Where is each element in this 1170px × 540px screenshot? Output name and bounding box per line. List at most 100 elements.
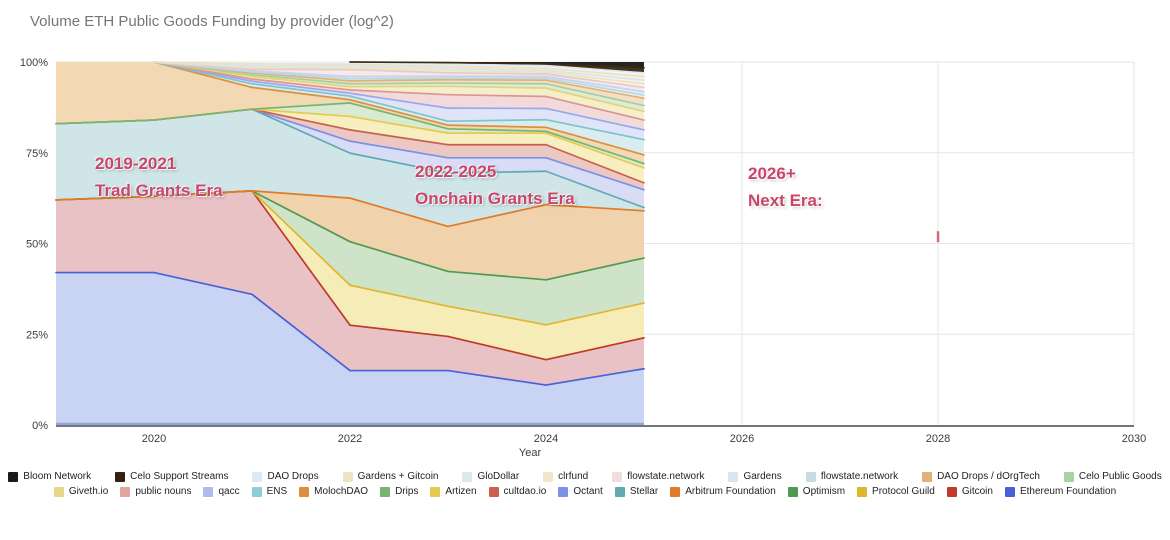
legend-label: DAO Drops [267, 471, 319, 482]
legend-item-gitcoin[interactable]: Gitcoin [946, 486, 993, 497]
y-tick-100: 100% [20, 57, 48, 69]
x-tick-2020: 2020 [142, 433, 166, 445]
legend-item-cultdao-io[interactable]: cultdao.io [488, 486, 547, 497]
stacked-area-chart[interactable]: 0% 25% 50% 75% 100% 2020 2022 2024 2026 2028 2030 Y… [0, 0, 1170, 465]
series-area-optimism[interactable] [56, 190, 644, 325]
legend-label: Gardens [743, 471, 782, 482]
legend-label: flowstate.network [820, 471, 899, 482]
legend-swatch [922, 471, 933, 482]
legend-label: Gardens + Gitcoin [357, 471, 439, 482]
series-area-arbitrum-foundation[interactable] [56, 190, 644, 280]
era-annotation-1: 2019-2021 Trad Grants Era [95, 150, 223, 204]
legend-item-ethereum-foundation[interactable]: Ethereum Foundation [1004, 486, 1116, 497]
legend-label: qacc [218, 486, 240, 497]
series-area-ethereum-foundation[interactable] [56, 272, 644, 425]
chart-legend: Bloom Network Celo Support Streams DAO Dro… [0, 469, 1170, 499]
x-tick-2026: 2026 [730, 433, 754, 445]
era-annotation-3: 2026+ Next Era: [748, 160, 823, 214]
legend-swatch [380, 486, 391, 497]
legend-swatch [857, 486, 868, 497]
legend-label: ENS [266, 486, 288, 497]
y-tick-50: 50% [26, 239, 48, 251]
series-area-molochdao[interactable] [56, 62, 644, 164]
legend-label: public nouns [135, 486, 192, 497]
legend-swatch [558, 486, 569, 497]
legend-swatch [8, 471, 19, 482]
legend-label: Drips [395, 486, 419, 497]
series-area-cultdao-io[interactable] [56, 109, 644, 190]
legend-item-gardens[interactable]: Gardens [728, 471, 782, 482]
legend-swatch [728, 471, 739, 482]
legend-item-protocol-guild[interactable]: Protocol Guild [857, 486, 935, 497]
legend-swatch [612, 471, 623, 482]
series-area-protocol-guild[interactable] [56, 190, 644, 360]
legend-swatch [115, 471, 126, 482]
legend-item-gardens-gitcoin[interactable]: Gardens + Gitcoin [342, 471, 439, 482]
legend-item-ens[interactable]: ENS [251, 486, 288, 497]
legend-swatch [462, 471, 473, 482]
legend-swatch [1004, 486, 1015, 497]
series-area-giveth-io[interactable] [56, 62, 644, 121]
legend-item-bloom-network[interactable]: Bloom Network [8, 471, 91, 482]
legend-item-giveth-io[interactable]: Giveth.io [53, 486, 109, 497]
legend-label: Artizen [445, 486, 477, 497]
legend-item-arbitrum-foundation[interactable]: Arbitrum Foundation [670, 486, 776, 497]
legend-swatch [342, 471, 353, 482]
legend-item-glodollar[interactable]: GloDollar [462, 471, 519, 482]
legend-label: Giveth.io [68, 486, 109, 497]
legend-label: Celo Public Goods [1078, 471, 1162, 482]
legend-item-octant[interactable]: Octant [558, 486, 603, 497]
legend-label: Protocol Guild [872, 486, 935, 497]
legend-label: Arbitrum Foundation [685, 486, 776, 497]
legend-item-molochdao[interactable]: MolochDAO [299, 486, 368, 497]
legend-label: Optimism [802, 486, 846, 497]
legend-swatch [614, 486, 625, 497]
legend-swatch [670, 486, 681, 497]
legend-item-celo-public-goods[interactable]: Celo Public Goods [1063, 471, 1162, 482]
legend-item-flowstate-network[interactable]: flowstate.network [612, 471, 704, 482]
era-annotation-years: 2026+ [748, 164, 796, 183]
series-borders [55, 61, 645, 386]
y-tick-25: 25% [26, 329, 48, 341]
x-tick-2030: 2030 [1122, 433, 1146, 445]
legend-item-artizen[interactable]: Artizen [430, 486, 477, 497]
era-annotation-name: Onchain Grants Era [415, 189, 575, 208]
legend-item-qacc[interactable]: qacc [203, 486, 240, 497]
legend-swatch [1063, 471, 1074, 482]
legend-swatch [53, 486, 64, 497]
legend-label: Bloom Network [23, 471, 92, 482]
legend-label: Octant [573, 486, 603, 497]
legend-swatch [120, 486, 131, 497]
legend-item-dao-drops-dorgtech[interactable]: DAO Drops / dOrgTech [922, 471, 1040, 482]
legend-swatch [543, 471, 554, 482]
series-area-stellar[interactable] [56, 109, 644, 227]
legend-item-stellar[interactable]: Stellar [614, 486, 658, 497]
legend-item-celo-support-streams[interactable]: Celo Support Streams [115, 471, 228, 482]
era-annotation-2: 2022-2025 Onchain Grants Era [415, 158, 575, 212]
legend-item-flowstate-network[interactable]: flowstate.network [805, 471, 899, 482]
legend-item-optimism[interactable]: Optimism [787, 486, 846, 497]
series-area-gitcoin[interactable] [56, 190, 644, 386]
legend-label: Celo Support Streams [130, 471, 229, 482]
legend-item-drips[interactable]: Drips [380, 486, 418, 497]
legend-item-public-nouns[interactable]: public nouns [120, 486, 191, 497]
legend-swatch [805, 471, 816, 482]
x-tick-2024: 2024 [534, 433, 558, 445]
legend-swatch [251, 486, 262, 497]
series-area-bloom-network[interactable] [56, 62, 644, 68]
legend-item-clrfund[interactable]: clrfund [543, 471, 588, 482]
data-point-marker[interactable] [936, 231, 940, 243]
x-tick-2022: 2022 [338, 433, 362, 445]
legend-swatch [787, 486, 798, 497]
legend-label: flowstate.network [627, 471, 705, 482]
legend-item-dao-drops[interactable]: DAO Drops [252, 471, 319, 482]
era-annotation-years: 2019-2021 [95, 154, 177, 173]
legend-swatch [946, 486, 957, 497]
series-area-artizen[interactable] [56, 109, 644, 183]
legend-swatch [488, 486, 499, 497]
legend-label: DAO Drops / dOrgTech [937, 471, 1040, 482]
legend-swatch [430, 486, 441, 497]
legend-label: cultdao.io [503, 486, 547, 497]
era-annotation-name: Next Era: [748, 191, 823, 210]
